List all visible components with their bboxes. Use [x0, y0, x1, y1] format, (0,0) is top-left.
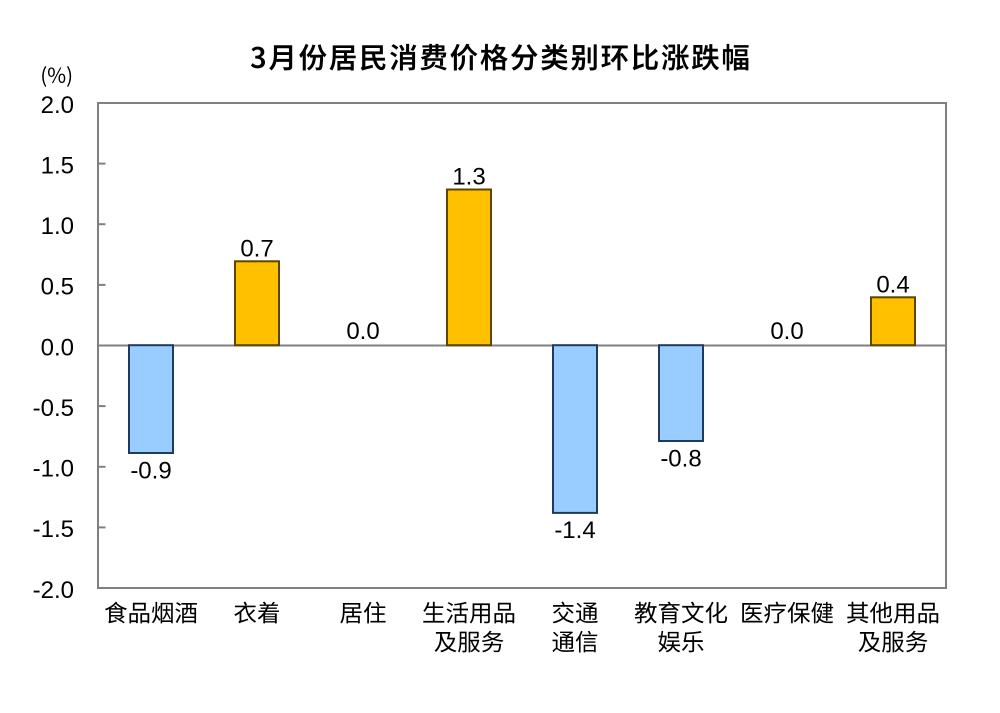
svg-text:0.0: 0.0 — [346, 318, 379, 345]
svg-text:-1.0: -1.0 — [33, 456, 74, 483]
svg-text:2.0: 2.0 — [41, 92, 74, 119]
svg-text:0.5: 0.5 — [41, 274, 74, 301]
svg-text:0.0: 0.0 — [770, 318, 803, 345]
svg-text:-0.9: -0.9 — [130, 457, 171, 484]
svg-text:-0.5: -0.5 — [33, 395, 74, 422]
svg-text:-1.4: -1.4 — [554, 517, 595, 544]
svg-text:-1.5: -1.5 — [33, 516, 74, 543]
svg-text:0.7: 0.7 — [240, 235, 273, 262]
svg-text:1.5: 1.5 — [41, 152, 74, 179]
svg-text:-2.0: -2.0 — [33, 577, 74, 604]
svg-text:0.4: 0.4 — [876, 271, 909, 298]
svg-text:1.3: 1.3 — [452, 164, 485, 191]
svg-text:-0.8: -0.8 — [660, 445, 701, 472]
svg-text:0.0: 0.0 — [41, 334, 74, 361]
svg-text:1.0: 1.0 — [41, 213, 74, 240]
